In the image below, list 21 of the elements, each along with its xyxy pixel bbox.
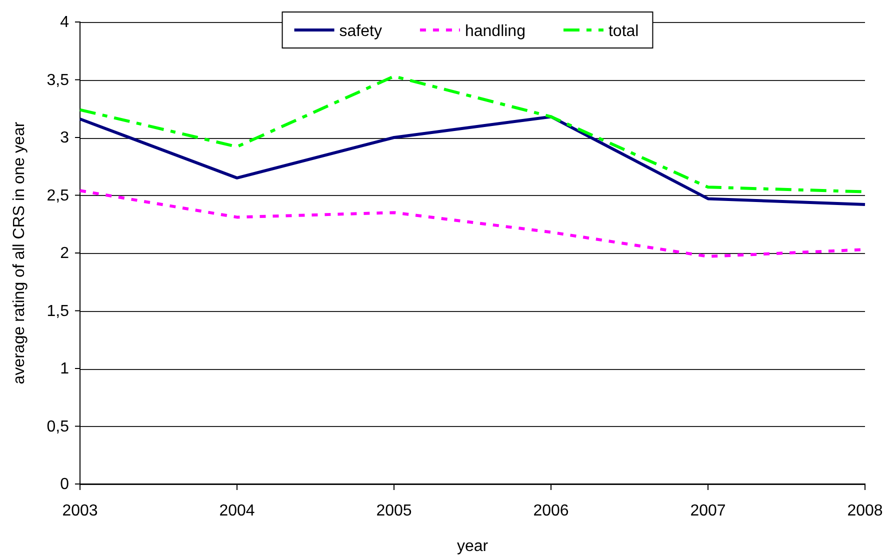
y-tick-label: 2 [60, 245, 70, 262]
y-tick-label: 3 [60, 130, 70, 147]
y-tick-label: 0 [60, 476, 70, 494]
x-axis-title: year [456, 538, 489, 555]
y-tick-label: 4 [60, 14, 70, 32]
y-axis-title: average rating of all CRS in one year [11, 121, 28, 384]
x-tick-label: 2005 [376, 502, 412, 520]
x-tick-label: 2007 [690, 502, 726, 520]
y-tick-label: 3,5 [46, 72, 70, 89]
x-tick-label: 2006 [533, 502, 569, 520]
y-tick-label: 2,5 [46, 187, 70, 204]
x-tick-label: 2004 [219, 502, 255, 520]
line-series [78, 115, 866, 206]
legend-label: safety [339, 23, 382, 40]
legend-label: total [608, 23, 639, 40]
legend-label: handling [464, 23, 526, 40]
y-tick-label: 1 [60, 360, 70, 378]
y-tick-label: 1,5 [46, 302, 70, 320]
x-tick-label: 2003 [62, 502, 98, 520]
x-tick-label: 2008 [847, 502, 883, 520]
y-tick-label: 0,5 [46, 418, 70, 436]
